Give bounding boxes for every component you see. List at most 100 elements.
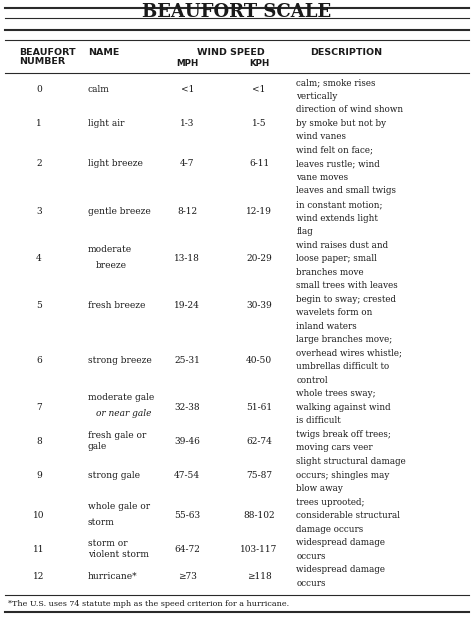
Text: moving cars veer: moving cars veer bbox=[296, 443, 373, 453]
Text: 12-19: 12-19 bbox=[246, 206, 272, 216]
Text: 39-46: 39-46 bbox=[174, 436, 200, 446]
Text: 47-54: 47-54 bbox=[174, 471, 201, 479]
Text: 20-29: 20-29 bbox=[246, 254, 272, 263]
Text: slight structural damage: slight structural damage bbox=[296, 457, 406, 466]
Text: twigs break off trees;: twigs break off trees; bbox=[296, 430, 391, 439]
Text: direction of wind shown: direction of wind shown bbox=[296, 105, 403, 114]
Text: small trees with leaves: small trees with leaves bbox=[296, 281, 398, 290]
Text: KPH: KPH bbox=[249, 59, 269, 68]
Text: 75-87: 75-87 bbox=[246, 471, 272, 479]
Text: branches move: branches move bbox=[296, 268, 364, 277]
Text: 88-102: 88-102 bbox=[243, 511, 275, 520]
Text: 32-38: 32-38 bbox=[174, 403, 200, 412]
Text: whole gale or: whole gale or bbox=[88, 502, 150, 511]
Text: 55-63: 55-63 bbox=[174, 511, 201, 520]
Text: wind extends light: wind extends light bbox=[296, 213, 378, 223]
Text: ≥118: ≥118 bbox=[247, 572, 272, 581]
Text: occurs; shingles may: occurs; shingles may bbox=[296, 471, 390, 479]
Text: wind vanes: wind vanes bbox=[296, 132, 346, 141]
Text: wavelets form on: wavelets form on bbox=[296, 308, 373, 317]
Text: moderate: moderate bbox=[88, 245, 132, 254]
Text: 4: 4 bbox=[36, 254, 42, 263]
Text: violent storm: violent storm bbox=[88, 550, 149, 559]
Text: large branches move;: large branches move; bbox=[296, 335, 392, 344]
Text: 10: 10 bbox=[33, 511, 45, 520]
Text: or near gale: or near gale bbox=[96, 409, 151, 418]
Text: control: control bbox=[296, 376, 328, 385]
Text: strong gale: strong gale bbox=[88, 471, 140, 479]
Text: 5: 5 bbox=[36, 301, 42, 311]
Text: 4-7: 4-7 bbox=[180, 159, 194, 169]
Text: widespread damage: widespread damage bbox=[296, 565, 385, 574]
Text: BEAUFORT SCALE: BEAUFORT SCALE bbox=[143, 3, 331, 21]
Text: occurs: occurs bbox=[296, 578, 326, 588]
Text: 13-18: 13-18 bbox=[174, 254, 200, 263]
Text: 2: 2 bbox=[36, 159, 42, 169]
Text: leaves and small twigs: leaves and small twigs bbox=[296, 187, 396, 195]
Text: moderate gale: moderate gale bbox=[88, 392, 154, 402]
Text: 19-24: 19-24 bbox=[174, 301, 200, 311]
Text: NAME: NAME bbox=[88, 48, 119, 57]
Text: calm; smoke rises: calm; smoke rises bbox=[296, 78, 376, 87]
Text: is difficult: is difficult bbox=[296, 417, 341, 425]
Text: 30-39: 30-39 bbox=[246, 301, 272, 311]
Text: vane moves: vane moves bbox=[296, 173, 348, 182]
Text: walking against wind: walking against wind bbox=[296, 403, 391, 412]
Text: 12: 12 bbox=[33, 572, 45, 581]
Text: MPH: MPH bbox=[176, 59, 198, 68]
Text: loose paper; small: loose paper; small bbox=[296, 254, 377, 263]
Text: 1: 1 bbox=[36, 119, 42, 128]
Text: damage occurs: damage occurs bbox=[296, 525, 364, 534]
Text: 3: 3 bbox=[36, 206, 42, 216]
Text: by smoke but not by: by smoke but not by bbox=[296, 119, 386, 128]
Text: 40-50: 40-50 bbox=[246, 355, 272, 365]
Text: gale: gale bbox=[88, 441, 107, 451]
Text: 8: 8 bbox=[36, 436, 42, 446]
Text: strong breeze: strong breeze bbox=[88, 355, 151, 365]
Text: gentle breeze: gentle breeze bbox=[88, 206, 150, 216]
Text: in constant motion;: in constant motion; bbox=[296, 200, 383, 209]
Text: umbrellas difficult to: umbrellas difficult to bbox=[296, 362, 390, 371]
Text: calm: calm bbox=[88, 85, 109, 94]
Text: fresh breeze: fresh breeze bbox=[88, 301, 145, 311]
Text: leaves rustle; wind: leaves rustle; wind bbox=[296, 159, 380, 169]
Text: begin to sway; crested: begin to sway; crested bbox=[296, 294, 396, 304]
Text: occurs: occurs bbox=[296, 552, 326, 560]
Text: NUMBER: NUMBER bbox=[19, 57, 65, 66]
Text: vertically: vertically bbox=[296, 92, 337, 101]
Text: BEAUFORT: BEAUFORT bbox=[19, 48, 75, 57]
Text: trees uprooted;: trees uprooted; bbox=[296, 498, 365, 507]
Text: 7: 7 bbox=[36, 403, 42, 412]
Text: inland waters: inland waters bbox=[296, 322, 357, 330]
Text: 25-31: 25-31 bbox=[174, 355, 200, 365]
Text: overhead wires whistle;: overhead wires whistle; bbox=[296, 349, 402, 358]
Text: 9: 9 bbox=[36, 471, 42, 479]
Text: widespread damage: widespread damage bbox=[296, 538, 385, 547]
Text: ≥73: ≥73 bbox=[178, 572, 197, 581]
Text: 64-72: 64-72 bbox=[174, 545, 200, 554]
Text: WIND SPEED: WIND SPEED bbox=[197, 48, 264, 57]
Text: 11: 11 bbox=[33, 545, 45, 554]
Text: light air: light air bbox=[88, 119, 124, 128]
Text: 0: 0 bbox=[36, 85, 42, 94]
Text: 8-12: 8-12 bbox=[177, 206, 197, 216]
Text: fresh gale or: fresh gale or bbox=[88, 431, 146, 440]
Text: 1-5: 1-5 bbox=[252, 119, 266, 128]
Text: 6-11: 6-11 bbox=[249, 159, 269, 169]
Text: storm: storm bbox=[88, 518, 115, 528]
Text: storm or: storm or bbox=[88, 539, 128, 548]
Text: 51-61: 51-61 bbox=[246, 403, 272, 412]
Text: breeze: breeze bbox=[96, 262, 127, 270]
Text: wind felt on face;: wind felt on face; bbox=[296, 146, 373, 155]
Text: whole trees sway;: whole trees sway; bbox=[296, 389, 376, 399]
Text: considerable structural: considerable structural bbox=[296, 511, 400, 520]
Text: hurricane*: hurricane* bbox=[88, 572, 137, 581]
Text: *The U.S. uses 74 statute mph as the speed criterion for a hurricane.: *The U.S. uses 74 statute mph as the spe… bbox=[8, 600, 289, 608]
Text: light breeze: light breeze bbox=[88, 159, 143, 169]
Text: 62-74: 62-74 bbox=[246, 436, 272, 446]
Text: flag: flag bbox=[296, 227, 313, 236]
Text: wind raises dust and: wind raises dust and bbox=[296, 241, 388, 250]
Text: <1: <1 bbox=[181, 85, 194, 94]
Text: 1-3: 1-3 bbox=[180, 119, 194, 128]
Text: 103-117: 103-117 bbox=[240, 545, 278, 554]
